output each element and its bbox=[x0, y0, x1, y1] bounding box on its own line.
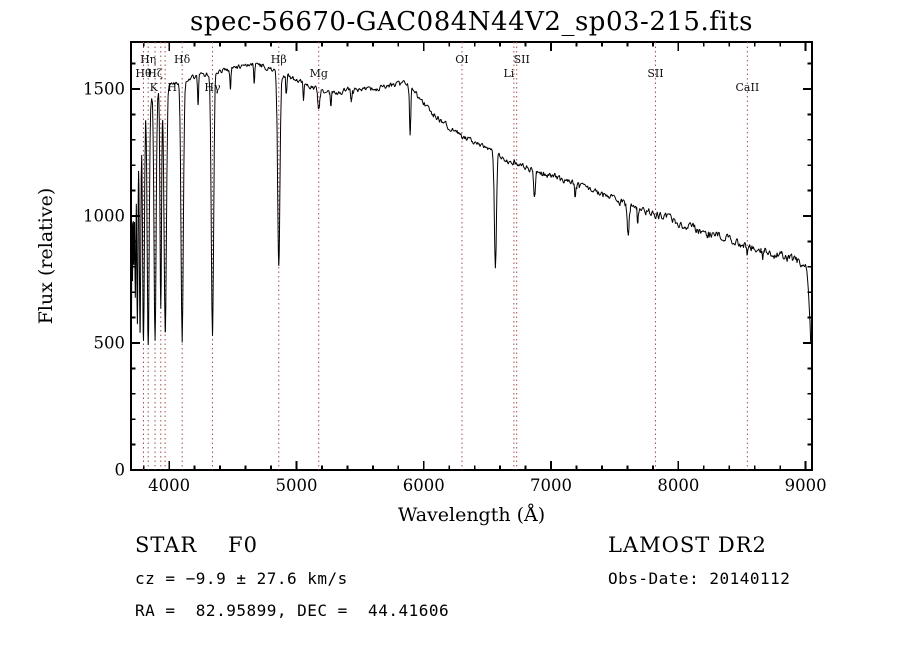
cz-velocity-value: cz = −9.9 ± 27.6 km/s bbox=[135, 569, 348, 588]
y-tick-label: 500 bbox=[94, 333, 126, 352]
spectral-line-label: SII bbox=[514, 53, 530, 66]
spectral-line-label: Hδ bbox=[174, 53, 191, 66]
y-axis-label: Flux (relative) bbox=[35, 187, 57, 325]
x-axis-label: Wavelength (Å) bbox=[397, 504, 546, 526]
spectral-line-label: K bbox=[150, 81, 159, 94]
spectral-line-label: Hζ bbox=[147, 67, 163, 80]
obs-date-value: Obs-Date: 20140112 bbox=[608, 569, 791, 588]
x-tick-label: 6000 bbox=[403, 476, 445, 495]
survey-release-label: LAMOST DR2 bbox=[608, 533, 767, 557]
ra-dec-value: RA = 82.95899, DEC = 44.41606 bbox=[135, 601, 450, 620]
spectrum-curve bbox=[130, 62, 812, 470]
y-tick-label: 0 bbox=[115, 461, 126, 480]
x-tick-label: 4000 bbox=[148, 476, 190, 495]
y-tick-label: 1500 bbox=[83, 79, 125, 98]
axes bbox=[130, 41, 813, 471]
x-tick-label: 7000 bbox=[530, 476, 572, 495]
spectral-line-label: Hγ bbox=[204, 81, 221, 94]
spectral-line-label: Mg bbox=[310, 67, 328, 80]
spectral-line-label: CaII bbox=[736, 81, 760, 94]
plot-title: spec-56670-GAC084N44V2_sp03-215.fits bbox=[190, 7, 753, 37]
plot-frame bbox=[130, 41, 813, 471]
x-tick-label: 8000 bbox=[657, 476, 699, 495]
x-tick-label: 5000 bbox=[275, 476, 317, 495]
tick-labels: 4000 5000 6000 7000 8000 9000 0 500 1000 1500 bbox=[83, 79, 827, 495]
spectral-line-label: Hβ bbox=[271, 53, 287, 66]
spectral-line-label: H bbox=[167, 81, 177, 94]
spectral-line-label: SII bbox=[647, 67, 663, 80]
spectral-line-label: OI bbox=[455, 53, 468, 66]
y-tick-label: 1000 bbox=[83, 206, 125, 225]
spectral-line-label: Li bbox=[503, 67, 514, 80]
object-class: STAR bbox=[135, 533, 198, 557]
x-tick-label: 9000 bbox=[785, 476, 827, 495]
object-subclass: F0 bbox=[228, 533, 258, 557]
spectral-line-label: Hη bbox=[140, 53, 156, 66]
